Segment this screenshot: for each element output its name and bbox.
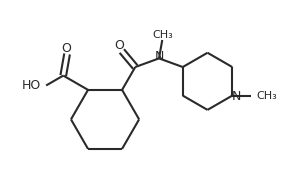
Text: CH₃: CH₃	[256, 91, 277, 101]
Text: O: O	[61, 42, 71, 55]
Text: N: N	[154, 50, 164, 63]
Text: O: O	[115, 39, 125, 52]
Text: HO: HO	[21, 79, 41, 92]
Text: N: N	[232, 90, 241, 103]
Text: CH₃: CH₃	[152, 30, 173, 40]
